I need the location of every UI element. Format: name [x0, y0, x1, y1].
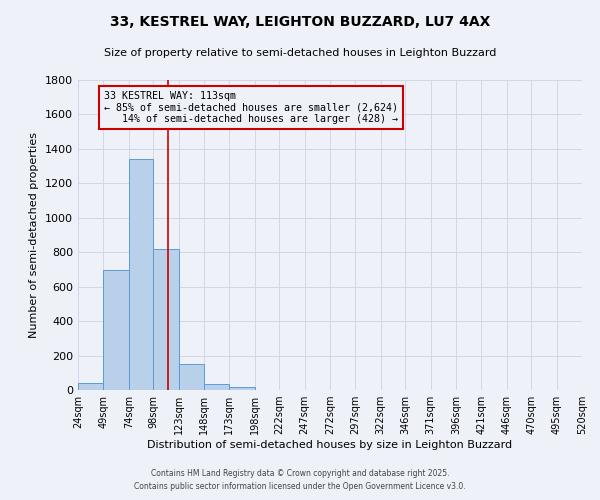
Text: Contains public sector information licensed under the Open Government Licence v3: Contains public sector information licen…: [134, 482, 466, 491]
Bar: [153, 249, 179, 390]
Bar: [129, 159, 153, 390]
Y-axis label: Number of semi-detached properties: Number of semi-detached properties: [29, 132, 40, 338]
Bar: [229, 386, 255, 390]
Bar: [103, 270, 129, 390]
Bar: [204, 384, 229, 390]
X-axis label: Distribution of semi-detached houses by size in Leighton Buzzard: Distribution of semi-detached houses by …: [148, 440, 512, 450]
Text: Size of property relative to semi-detached houses in Leighton Buzzard: Size of property relative to semi-detach…: [104, 48, 496, 58]
Bar: [179, 364, 204, 390]
Text: 33 KESTREL WAY: 113sqm
← 85% of semi-detached houses are smaller (2,624)
   14% : 33 KESTREL WAY: 113sqm ← 85% of semi-det…: [104, 91, 398, 124]
Text: Contains HM Land Registry data © Crown copyright and database right 2025.: Contains HM Land Registry data © Crown c…: [151, 468, 449, 477]
Text: 33, KESTREL WAY, LEIGHTON BUZZARD, LU7 4AX: 33, KESTREL WAY, LEIGHTON BUZZARD, LU7 4…: [110, 15, 490, 29]
Bar: [78, 383, 103, 390]
